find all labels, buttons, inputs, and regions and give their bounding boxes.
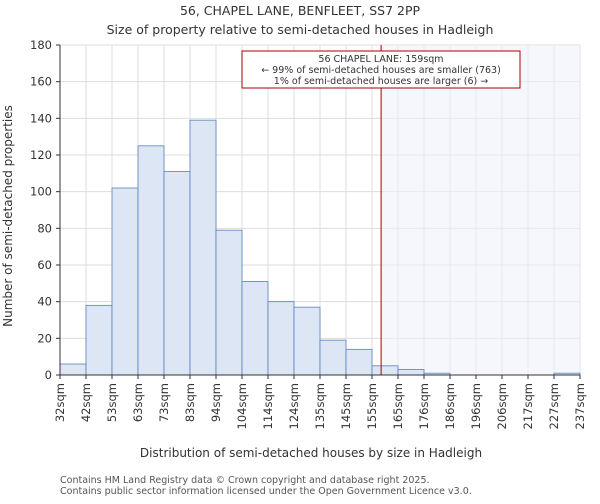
- y-tick-label: 160: [30, 75, 52, 89]
- chart-subtitle: Size of property relative to semi-detach…: [107, 22, 494, 37]
- histogram-bar: [111, 187, 139, 376]
- x-tick-label: 42sqm: [79, 383, 93, 422]
- x-tick-label: 63sqm: [131, 383, 145, 422]
- histogram-bar: [319, 339, 347, 376]
- histogram-bar: [215, 229, 243, 376]
- x-tick-label: 53sqm: [105, 383, 119, 422]
- x-tick-label: 124sqm: [287, 383, 301, 429]
- y-tick-label: 80: [37, 221, 52, 235]
- x-tick-label: 206sqm: [495, 383, 509, 429]
- y-tick-label: 120: [30, 148, 52, 162]
- y-tick-label: 100: [30, 185, 52, 199]
- histogram-bar: [163, 171, 191, 376]
- histogram-bar: [397, 369, 425, 376]
- x-tick-label: 73sqm: [157, 383, 171, 422]
- histogram-bar: [345, 348, 373, 376]
- chart-title: 56, CHAPEL LANE, BENFLEET, SS7 2PP: [180, 3, 421, 18]
- x-tick-label: 176sqm: [417, 383, 431, 429]
- x-tick-label: 165sqm: [391, 383, 405, 429]
- x-tick-label: 196sqm: [469, 383, 483, 429]
- annotation-line-1: 56 CHAPEL LANE: 159sqm: [318, 54, 443, 65]
- y-axis-ticks: 0 20 40 60 80 100 120 140 160 180: [30, 38, 60, 382]
- x-tick-label: 94sqm: [209, 383, 223, 422]
- histogram-bar: [371, 365, 399, 376]
- footer-line-1: Contains HM Land Registry data © Crown c…: [60, 475, 430, 486]
- annotation-box: 56 CHAPEL LANE: 159sqm ← 99% of semi-det…: [241, 50, 521, 89]
- x-tick-label: 227sqm: [547, 383, 561, 429]
- x-tick-label: 237sqm: [573, 383, 587, 429]
- y-tick-label: 180: [30, 38, 52, 52]
- x-axis-label: Distribution of semi-detached houses by …: [140, 446, 482, 460]
- histogram-bar: [137, 145, 165, 376]
- footer-line-2: Contains public sector information licen…: [60, 486, 472, 497]
- x-tick-label: 32sqm: [53, 383, 67, 422]
- y-tick-label: 40: [37, 295, 52, 309]
- annotation-line-3: 1% of semi-detached houses are larger (6…: [274, 76, 488, 87]
- x-tick-label: 186sqm: [443, 383, 457, 429]
- histogram-bar: [59, 363, 87, 376]
- x-tick-label: 114sqm: [261, 383, 275, 429]
- histogram-bar: [189, 119, 217, 376]
- histogram-bar: [85, 304, 113, 376]
- bars: [59, 119, 581, 376]
- x-tick-label: 155sqm: [365, 383, 379, 429]
- y-tick-label: 60: [37, 258, 52, 272]
- y-axis-label: Number of semi-detached properties: [1, 105, 15, 327]
- histogram-bar: [267, 301, 295, 376]
- x-tick-label: 104sqm: [235, 383, 249, 429]
- histogram-bar: [241, 281, 269, 376]
- x-tick-label: 83sqm: [183, 383, 197, 422]
- larger-properties-region: [381, 45, 580, 375]
- y-tick-label: 20: [37, 331, 52, 345]
- y-tick-label: 0: [45, 368, 52, 382]
- y-tick-label: 140: [30, 111, 52, 125]
- x-axis-ticks: 32sqm 42sqm 53sqm 63sqm 73sqm 83sqm 94sqm 104sq…: [53, 375, 587, 429]
- x-tick-label: 135sqm: [313, 383, 327, 429]
- annotation-line-2: ← 99% of semi-detached houses are smalle…: [261, 65, 501, 76]
- x-tick-label: 145sqm: [339, 383, 353, 429]
- x-tick-label: 217sqm: [521, 383, 535, 429]
- histogram-bar: [293, 306, 321, 376]
